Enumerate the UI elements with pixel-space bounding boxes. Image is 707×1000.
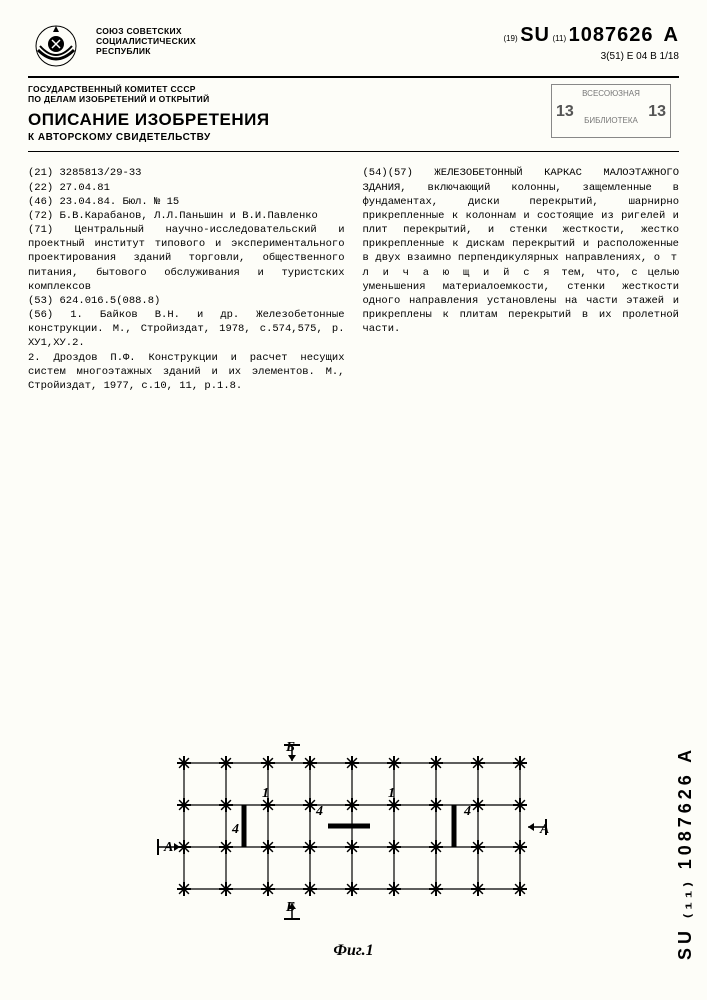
svg-text:Б: Б [285, 900, 295, 915]
body-columns: (21) 3285813/29-33 (22) 27.04.81 (46) 23… [28, 166, 679, 393]
divider [28, 151, 679, 152]
svg-text:А: А [539, 822, 549, 837]
svg-text:4: 4 [315, 804, 323, 819]
divider [28, 76, 679, 78]
svg-text:Б: Б [285, 740, 295, 755]
svg-text:4: 4 [231, 822, 239, 837]
title-sub: К АВТОРСКОМУ СВИДЕТЕЛЬСТВУ [28, 132, 270, 143]
doc-number-block: (19) SU (11) 1087626 A 3(51) E 04 B 1/18 [503, 20, 679, 62]
svg-text:4: 4 [463, 804, 471, 819]
library-stamp: ВСЕСОЮЗНАЯ 13 13 БИБЛИОТЕКА [551, 84, 671, 138]
svg-text:1: 1 [262, 786, 269, 801]
figure-1: Б Б А А 1 1 4 4 4 Фиг.1 [0, 733, 707, 960]
ussr-emblem [28, 20, 84, 70]
left-column: (21) 3285813/29-33 (22) 27.04.81 (46) 23… [28, 166, 345, 393]
svg-text:А: А [163, 840, 173, 855]
right-column: (54)(57) ЖЕЛЕЗОБЕТОННЫЙ КАРКАС МАЛОЭТАЖН… [363, 166, 680, 393]
committee-text: ГОСУДАРСТВЕННЫЙ КОМИТЕТ СССР ПО ДЕЛАМ ИЗ… [28, 84, 270, 104]
title-main: ОПИСАНИЕ ИЗОБРЕТЕНИЯ [28, 110, 270, 130]
svg-text:1: 1 [388, 786, 395, 801]
union-text: СОЮЗ СОВЕТСКИХ СОЦИАЛИСТИЧЕСКИХ РЕСПУБЛИ… [96, 20, 491, 57]
figure-caption: Фиг.1 [144, 942, 564, 960]
